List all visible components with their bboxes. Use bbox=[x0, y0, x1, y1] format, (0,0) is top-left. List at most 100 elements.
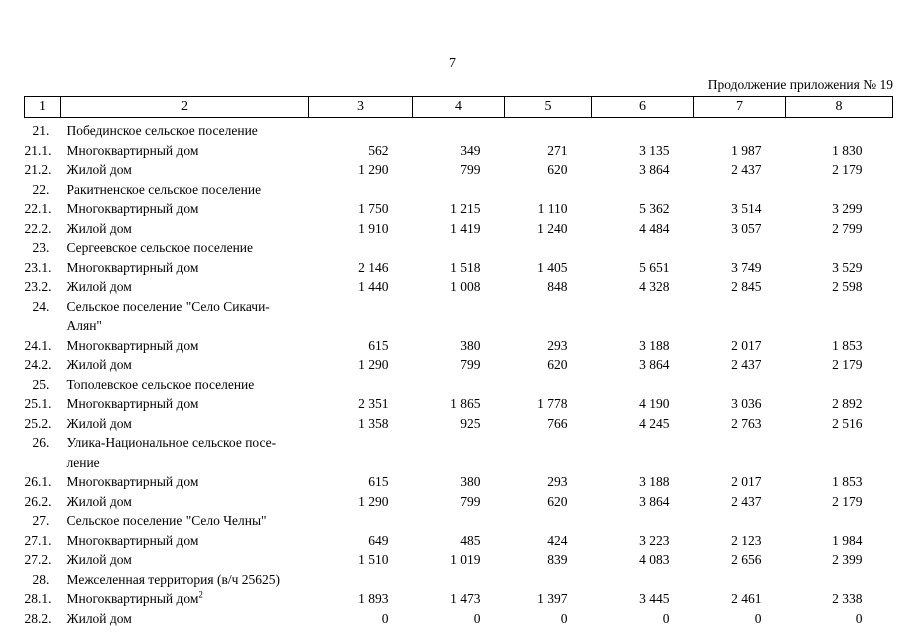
value-cell bbox=[413, 375, 505, 395]
value-cell: 271 bbox=[547, 142, 568, 158]
value-cell: 4 245 bbox=[639, 415, 670, 431]
value-cell: 3 445 bbox=[639, 591, 670, 606]
value-cell: 2 437 bbox=[731, 493, 762, 509]
row-label: Сельское поселение "Село Сикачи- Алян" bbox=[66, 298, 270, 334]
table-body: 21. Побединское сельское поселение 21.1. Мн… bbox=[25, 118, 893, 629]
row-label: Жилой дом bbox=[66, 552, 132, 567]
value-cell: 0 bbox=[855, 610, 863, 626]
value-cell: 5 651 bbox=[639, 259, 670, 275]
value-cell bbox=[694, 433, 786, 472]
row-label-cell: 21.2. Жилой дом bbox=[25, 160, 309, 180]
row-label: Побединское сельское поселение bbox=[66, 123, 258, 138]
row-label: Сергеевское сельское поселение bbox=[66, 240, 254, 255]
value-cell: 1 397 bbox=[537, 591, 568, 606]
value-cell: 1 510 bbox=[358, 552, 389, 567]
value-cell bbox=[309, 118, 413, 141]
value-cell: 2 179 bbox=[832, 493, 863, 509]
value-cell bbox=[309, 375, 413, 395]
value-cell: 2 461 bbox=[731, 591, 762, 606]
value-cell: 620 bbox=[547, 493, 568, 509]
continuation-note: Продолжение приложения № 19 bbox=[707, 77, 893, 92]
row-label-cell: 25.1. Многоквартирный дом bbox=[25, 394, 309, 414]
row-label: Межселенная территория (в/ч 25625) bbox=[66, 571, 280, 587]
value-cell: 2 017 bbox=[731, 337, 762, 353]
table-row: 21.1. Многоквартирный дом 562 349 271 3 135 1 … bbox=[25, 141, 893, 161]
value-cell: 0 bbox=[560, 610, 568, 626]
table-row: 23.2. Жилой дом 1 440 1 008 848 4 328 2 845 2 5… bbox=[25, 277, 893, 297]
row-label: Жилой дом bbox=[66, 162, 132, 177]
column-header: 1 bbox=[24, 96, 61, 118]
value-cell: 0 bbox=[662, 610, 670, 626]
value-cell bbox=[786, 297, 893, 336]
row-label: Многоквартирный дом bbox=[66, 142, 199, 158]
row-label-cell: 24.2. Жилой дом bbox=[25, 355, 309, 375]
value-cell: 766 bbox=[547, 415, 568, 431]
row-label-cell: 26.1. Многоквартирный дом bbox=[25, 472, 309, 492]
row-number: 22.1. bbox=[24, 201, 52, 216]
column-header: 7 bbox=[693, 96, 786, 118]
value-cell: 1 405 bbox=[537, 259, 568, 275]
row-label-cell: 27. Сельское поселение "Село Челны" bbox=[25, 511, 309, 531]
row-number: 28.1. bbox=[24, 591, 52, 606]
section-row: 28. Межселенная территория (в/ч 25625) bbox=[25, 570, 893, 590]
value-cell: 2 437 bbox=[731, 357, 762, 372]
table-row: 25.1. Многоквартирный дом 2 351 1 865 1 778 4… bbox=[25, 394, 893, 414]
row-label: Многоквартирный дом bbox=[66, 201, 199, 216]
value-cell: 2 179 bbox=[832, 357, 863, 372]
value-cell: 3 749 bbox=[731, 259, 762, 275]
row-label-cell: 26. Улика-Национальное сельское посе- лен… bbox=[25, 433, 309, 472]
value-cell: 615 bbox=[368, 337, 389, 353]
value-cell bbox=[592, 511, 694, 531]
value-cell: 4 083 bbox=[639, 552, 670, 567]
value-cell bbox=[786, 433, 893, 472]
value-cell: 3 036 bbox=[731, 396, 762, 411]
value-cell: 1 290 bbox=[358, 493, 389, 509]
value-cell: 2 892 bbox=[832, 396, 863, 411]
value-cell: 2 437 bbox=[731, 162, 762, 177]
row-label: Жилой дом bbox=[66, 415, 132, 431]
value-cell bbox=[413, 511, 505, 531]
value-cell: 1 240 bbox=[537, 220, 568, 236]
row-label: Сельское поселение "Село Челны" bbox=[66, 513, 267, 528]
value-cell: 1 419 bbox=[450, 220, 481, 236]
row-number: 22.2. bbox=[24, 220, 52, 236]
section-row: 23. Сергеевское сельское поселение bbox=[25, 238, 893, 258]
value-cell bbox=[786, 118, 893, 141]
column-header: 4 bbox=[412, 96, 505, 118]
value-cell: 4 484 bbox=[639, 220, 670, 236]
value-cell bbox=[786, 511, 893, 531]
value-cell: 1 750 bbox=[358, 201, 389, 216]
value-cell: 3 057 bbox=[731, 220, 762, 236]
value-cell: 1 865 bbox=[450, 396, 481, 411]
value-cell bbox=[592, 238, 694, 258]
table-row: 25.2. Жилой дом 1 358 925 766 4 245 2 763 2 516 bbox=[25, 414, 893, 434]
value-cell: 799 bbox=[460, 357, 481, 372]
row-label-cell: 27.1. Многоквартирный дом bbox=[25, 531, 309, 551]
value-cell bbox=[413, 570, 505, 590]
value-cell: 2 179 bbox=[832, 162, 863, 177]
row-label: Ракитненское сельское поселение bbox=[66, 181, 262, 197]
row-label-cell: 25. Тополевское сельское поселение bbox=[25, 375, 309, 395]
value-cell: 2 598 bbox=[832, 279, 863, 294]
value-cell: 3 188 bbox=[639, 337, 670, 353]
table-row: 28.2. Жилой дом 0 0 0 0 0 0 bbox=[25, 609, 893, 629]
value-cell bbox=[592, 570, 694, 590]
value-cell bbox=[505, 118, 592, 141]
value-cell: 1 110 bbox=[537, 201, 568, 216]
value-cell: 3 299 bbox=[832, 201, 863, 216]
section-row: 24. Сельское поселение "Село Сикачи- Алян… bbox=[25, 297, 893, 336]
value-cell bbox=[694, 511, 786, 531]
row-label-cell: 25.2. Жилой дом bbox=[25, 414, 309, 434]
row-number: 21. bbox=[32, 123, 50, 138]
value-cell: 5 362 bbox=[639, 201, 670, 216]
column-header: 5 bbox=[504, 96, 592, 118]
page-number: 7 bbox=[449, 56, 456, 71]
value-cell bbox=[309, 433, 413, 472]
value-cell: 620 bbox=[547, 162, 568, 177]
row-label-cell: 26.2. Жилой дом bbox=[25, 492, 309, 512]
value-cell: 3 223 bbox=[639, 532, 670, 548]
value-cell: 1 473 bbox=[450, 591, 481, 606]
value-cell: 562 bbox=[368, 142, 389, 158]
value-cell: 1 008 bbox=[450, 279, 481, 294]
